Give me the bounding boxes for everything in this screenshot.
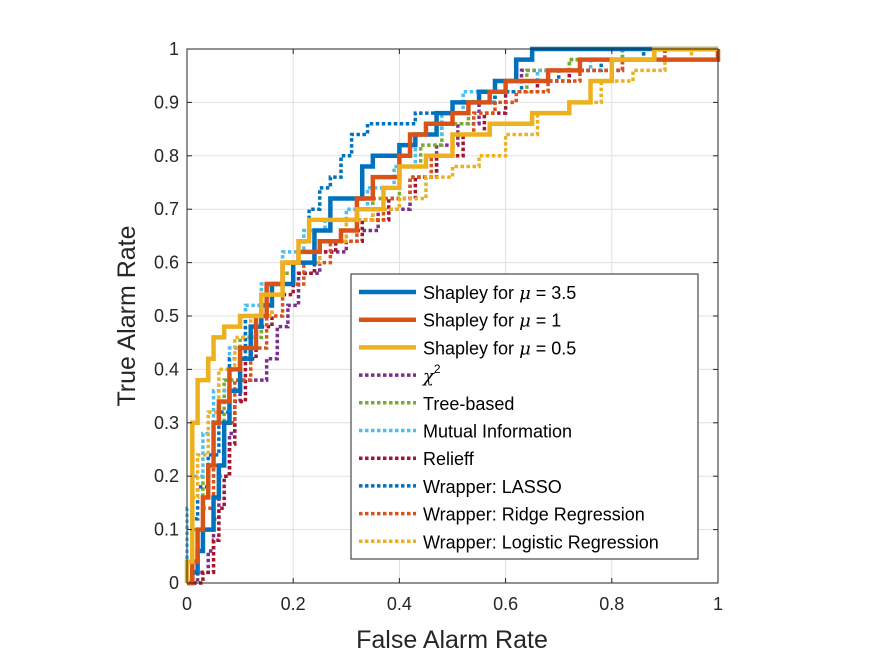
y-tick-label: 0.4 [154,359,179,379]
y-axis-ticks: 0 0.1 0.2 0.3 0.4 0.5 0.6 0.7 0.8 0.9 1 [154,39,718,593]
series-line [187,47,718,585]
x-tick-label: 0 [182,594,192,614]
y-tick-label: 0.3 [154,413,179,433]
series-line [187,47,718,585]
legend-label: Wrapper: Ridge Regression [423,505,645,525]
legend: Shapley for μ = 3.5 Shapley for μ = 1 Shap… [350,273,699,560]
legend-label: Wrapper: Logistic Regression [423,532,659,552]
series-line [184,46,718,583]
x-tick-label: 0.8 [599,594,624,614]
x-axis-label: False Alarm Rate [356,626,548,654]
y-tick-label: 0.7 [154,199,179,219]
legend-label: Tree-based [423,394,514,414]
x-tick-label: 0.4 [387,594,412,614]
legend-label: Shapley for μ = 0.5 [423,338,576,359]
y-tick-label: 1 [169,39,179,59]
x-axis-ticks: 0 0.2 0.4 0.6 0.8 1 [182,49,723,614]
y-tick-label: 0.1 [154,520,179,540]
y-tick-label: 0.6 [154,253,179,273]
legend-label: Shapley for μ = 1 [423,311,561,332]
series-lines [184,46,721,586]
y-tick-label: 0 [169,573,179,593]
y-tick-label: 0.9 [154,92,179,112]
legend-label: Wrapper: LASSO [423,477,562,497]
series-line [187,49,721,586]
legend-label: Shapley for μ = 3.5 [423,283,576,304]
y-tick-label: 0.8 [154,146,179,166]
y-tick-label: 0.5 [154,306,179,326]
x-tick-label: 0.2 [281,594,306,614]
y-axis-label: True Alarm Rate [113,225,141,406]
x-tick-label: 1 [713,594,723,614]
legend-label: Relieff [423,449,475,469]
x-tick-label: 0.6 [493,594,518,614]
legend-label: χ2 [421,362,441,387]
y-tick-label: 0.2 [154,466,179,486]
legend-label: Mutual Information [423,422,572,442]
series-line [187,46,718,586]
